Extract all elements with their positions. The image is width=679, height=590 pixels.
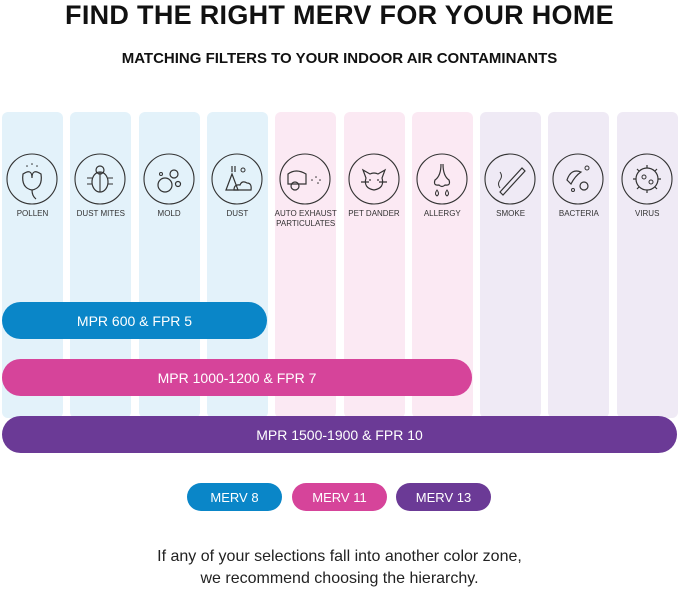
legend-merv-13: MERV 13 (396, 483, 491, 511)
recommendation-note: If any of your selections fall into anot… (0, 546, 679, 590)
contaminant-label: SMOKE (496, 209, 526, 218)
bug-icon (74, 153, 126, 205)
bar-merv-11: MPR 1000-1200 & FPR 7 (2, 359, 472, 396)
cat-icon (347, 153, 400, 205)
contaminant-label: POLLEN (16, 209, 49, 218)
bar-merv-8: MPR 600 & FPR 5 (2, 302, 267, 339)
column-virus: VIRUS (616, 112, 678, 418)
contaminant-label: PET DANDER (348, 209, 400, 218)
bar-merv-13: MPR 1500-1900 & FPR 10 (2, 416, 677, 453)
contaminant-label: AUTO EXHAUST PARTICULATES (274, 209, 337, 228)
contaminant-label: VIRUS (634, 209, 660, 218)
note-line-1: If any of your selections fall into anot… (157, 548, 522, 565)
cigarette-icon (484, 153, 536, 205)
page-title: FIND THE RIGHT MERV FOR YOUR HOME (65, 0, 614, 30)
car-exhaust-icon (279, 153, 331, 205)
nose-icon (416, 153, 468, 205)
column-bacteria: BACTERIA (548, 112, 610, 418)
dust-icon (211, 153, 263, 205)
contaminant-label: BACTERIA (558, 209, 599, 218)
contaminant-label: DUST (226, 209, 249, 218)
page-subtitle: MATCHING FILTERS TO YOUR INDOOR AIR CONT… (121, 50, 558, 67)
legend-merv-11: MERV 11 (292, 483, 387, 511)
column-smoke: SMOKE (480, 112, 542, 418)
flower-icon (6, 153, 58, 205)
legend-merv-8: MERV 8 (187, 483, 282, 511)
mold-icon (143, 153, 195, 205)
bacteria-icon (552, 153, 604, 205)
note-line-2: we recommend choosing the hierarchy. (200, 570, 479, 587)
contaminant-label: ALLERGY (423, 209, 461, 218)
contaminant-label: MOLD (157, 209, 181, 218)
virus-icon (621, 153, 673, 205)
contaminant-label: DUST MITES (76, 209, 125, 218)
